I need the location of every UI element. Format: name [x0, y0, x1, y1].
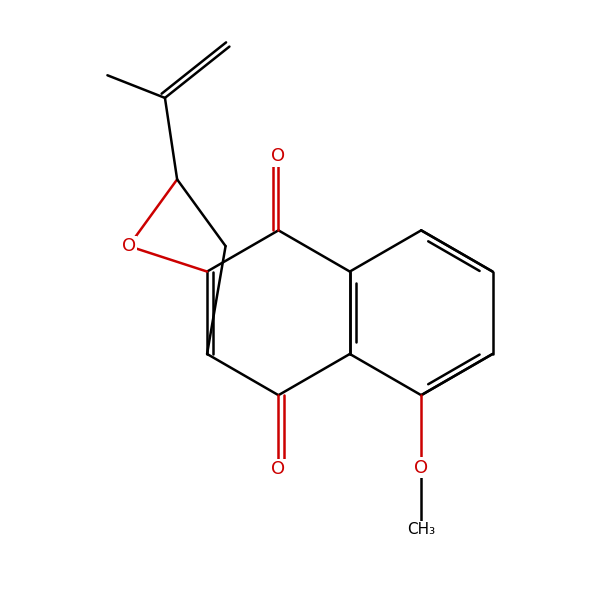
Text: O: O	[414, 459, 428, 477]
Text: O: O	[122, 237, 136, 255]
Text: CH₃: CH₃	[407, 522, 435, 537]
Text: O: O	[271, 147, 286, 165]
Text: O: O	[271, 460, 286, 478]
